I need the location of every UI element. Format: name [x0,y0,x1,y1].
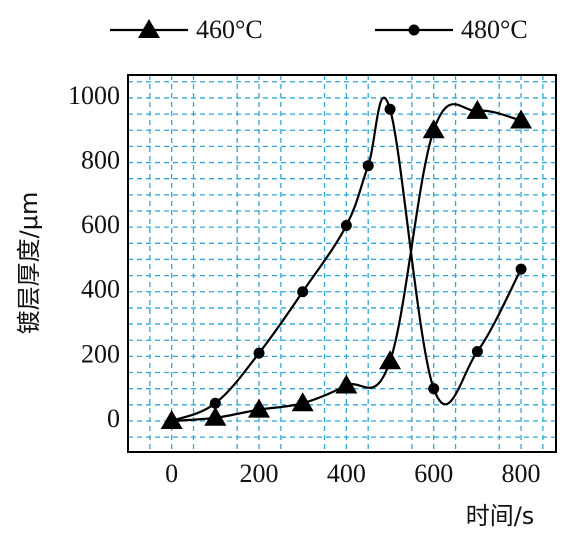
legend-label: 480°C [461,15,528,44]
marker [297,286,309,298]
plot-frame [127,74,557,453]
y-tick-label: 0 [107,404,120,433]
marker [248,398,271,418]
x-tick-label: 200 [240,459,279,488]
marker [422,119,445,139]
series-line [171,103,522,423]
marker [510,109,533,129]
y-tick-label: 1000 [68,81,120,110]
marker [291,392,314,412]
marker [362,160,374,172]
marker [384,103,396,115]
x-tick-label: 0 [165,459,178,488]
marker [471,346,483,358]
marker [253,347,265,359]
x-tick-label: 800 [502,459,541,488]
marker [166,415,178,427]
y-tick-label: 200 [81,339,120,368]
x-axis-label: 时间/s [466,502,535,530]
marker [379,350,402,370]
marker [428,383,440,395]
y-tick-label: 400 [81,275,120,304]
marker [408,24,420,36]
marker [204,406,227,426]
series-line [171,96,523,423]
marker [466,99,489,119]
x-tick-label: 600 [414,459,453,488]
y-tick-label: 600 [81,210,120,239]
marker [340,220,352,232]
marker [138,19,160,38]
y-tick-label: 800 [81,146,120,175]
marker [209,397,221,409]
x-tick-label: 400 [327,459,366,488]
y-axis-label: 镀层厚度/μm [15,192,43,335]
marker [515,263,527,275]
marker [335,374,358,394]
legend-label: 460°C [196,15,263,44]
